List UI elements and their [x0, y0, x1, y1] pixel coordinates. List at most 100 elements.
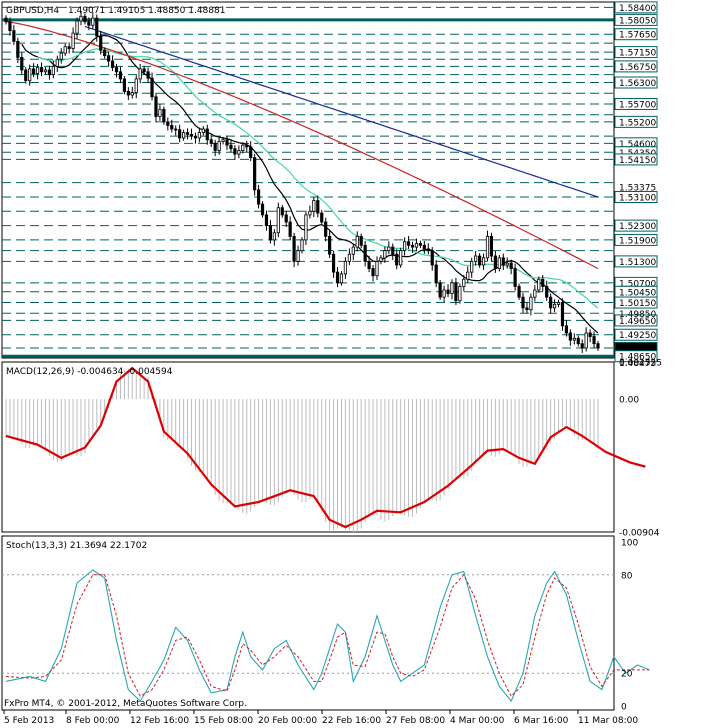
time-axis-tick-label: 8 Feb 00:00: [66, 716, 120, 726]
candle-body: [237, 150, 241, 155]
candle-body: [328, 235, 332, 255]
candle-body: [35, 67, 40, 74]
candle-body: [284, 214, 288, 223]
price-tag-label: 1.50450: [619, 288, 656, 298]
candle-body: [63, 46, 67, 54]
candle-body: [47, 69, 52, 76]
candle-body: [91, 17, 95, 26]
candle-body: [71, 32, 75, 49]
candle-body: [174, 128, 178, 131]
candle-body: [272, 232, 276, 241]
candle-body: [446, 289, 450, 294]
price-tag-label: 1.48650: [619, 353, 656, 363]
candle-body: [292, 235, 296, 262]
price-tag-box: [614, 97, 658, 110]
price-tag-label: 1.52300: [619, 222, 656, 232]
candle-body: [276, 207, 280, 234]
candle-body: [99, 35, 103, 51]
candle-body: [454, 282, 458, 302]
candle-body: [383, 250, 387, 259]
candle-body: [339, 273, 344, 284]
candle-body: [256, 189, 261, 205]
candle-body: [249, 146, 253, 159]
candle-body: [39, 67, 44, 73]
candle-body: [406, 241, 411, 246]
candle-body: [541, 278, 545, 287]
stoch-axis-tick-label: 20: [621, 670, 633, 680]
stoch-axis-tick-label: 100: [621, 539, 638, 549]
candle-body: [477, 255, 482, 266]
candle-body: [537, 278, 541, 291]
candle-body: [560, 302, 565, 327]
candle-body: [130, 92, 134, 96]
candle-body: [296, 250, 300, 262]
candle-body: [288, 221, 292, 237]
price-tag-box: [614, 115, 658, 128]
stoch-axis-tick-label: 0: [621, 703, 627, 713]
price-tag-label: 1.56300: [619, 79, 656, 89]
macd-axis-tick-label: 0.002525: [619, 359, 662, 369]
price-panel-frame: [1, 1, 615, 359]
candle-body: [564, 325, 569, 334]
price-axis-tick-label: 1.48475: [619, 359, 656, 369]
ma-fast-line: [21, 34, 599, 334]
candle-body: [233, 148, 237, 155]
stoch-main-line: [5, 569, 650, 703]
candle-body: [197, 132, 201, 139]
candle-body: [438, 282, 442, 298]
candle-body: [103, 49, 107, 57]
price-tag-label: 1.53100: [619, 193, 656, 203]
candle-body: [596, 343, 600, 349]
candle-body: [126, 91, 130, 96]
candle-body: [253, 157, 257, 191]
price-tag-box: [614, 60, 658, 73]
candle-body: [209, 139, 213, 144]
price-tag-label: 1.49250: [619, 331, 656, 341]
candle-body: [245, 144, 249, 148]
macd-axis-tick-label: -0.00904: [619, 529, 660, 539]
candle-body: [418, 243, 423, 246]
candle-body: [592, 336, 596, 345]
macd-axis-tick-label: 0.00: [619, 396, 639, 406]
candle-body: [308, 210, 312, 216]
candle-body: [422, 244, 426, 250]
candle-body: [43, 69, 48, 73]
stoch-axis-tick-label: 80: [621, 571, 633, 581]
candle-body: [481, 257, 486, 266]
candle-body: [181, 132, 186, 139]
price-tag-box: [614, 13, 658, 26]
candle-body: [205, 128, 209, 141]
candle-body: [264, 214, 269, 227]
candle-body: [410, 244, 415, 248]
price-tag-box: [614, 46, 658, 59]
candle-body: [379, 257, 383, 262]
candle-body: [556, 302, 561, 305]
candle-body: [138, 68, 142, 80]
stoch-panel-frame: [1, 535, 615, 711]
time-axis-tick-label: 15 Feb 08:00: [194, 716, 253, 726]
price-tag-label: 1.57650: [619, 31, 656, 41]
candle-body: [474, 255, 478, 262]
ma-long-line: [84, 25, 599, 198]
candle-body: [185, 132, 190, 135]
price-tag-box: [614, 350, 658, 363]
candle-body: [450, 282, 454, 294]
candle-body: [79, 15, 83, 22]
price-tag-label: 1.57150: [619, 49, 656, 59]
candle-body: [95, 17, 99, 37]
price-tag-box: [614, 255, 658, 268]
candle-body: [403, 241, 407, 252]
price-tag-label: 1.48881: [619, 344, 656, 354]
candle-body: [470, 260, 474, 273]
price-tag-box: [614, 314, 658, 327]
candle-body: [134, 78, 138, 93]
candle-body: [399, 250, 403, 266]
price-axis-tick-label: 1.53375: [619, 184, 656, 194]
price-tag-label: 1.55200: [619, 118, 656, 128]
candle-body: [513, 268, 517, 287]
candle-body: [331, 253, 336, 273]
time-axis: 5 Feb 2013 8 Feb 00:00 12 Feb 16:00 15 Feb …: [3, 710, 638, 726]
price-tag-label: 1.54150: [619, 156, 656, 166]
candle-body: [241, 144, 245, 151]
candle-body: [355, 235, 359, 248]
